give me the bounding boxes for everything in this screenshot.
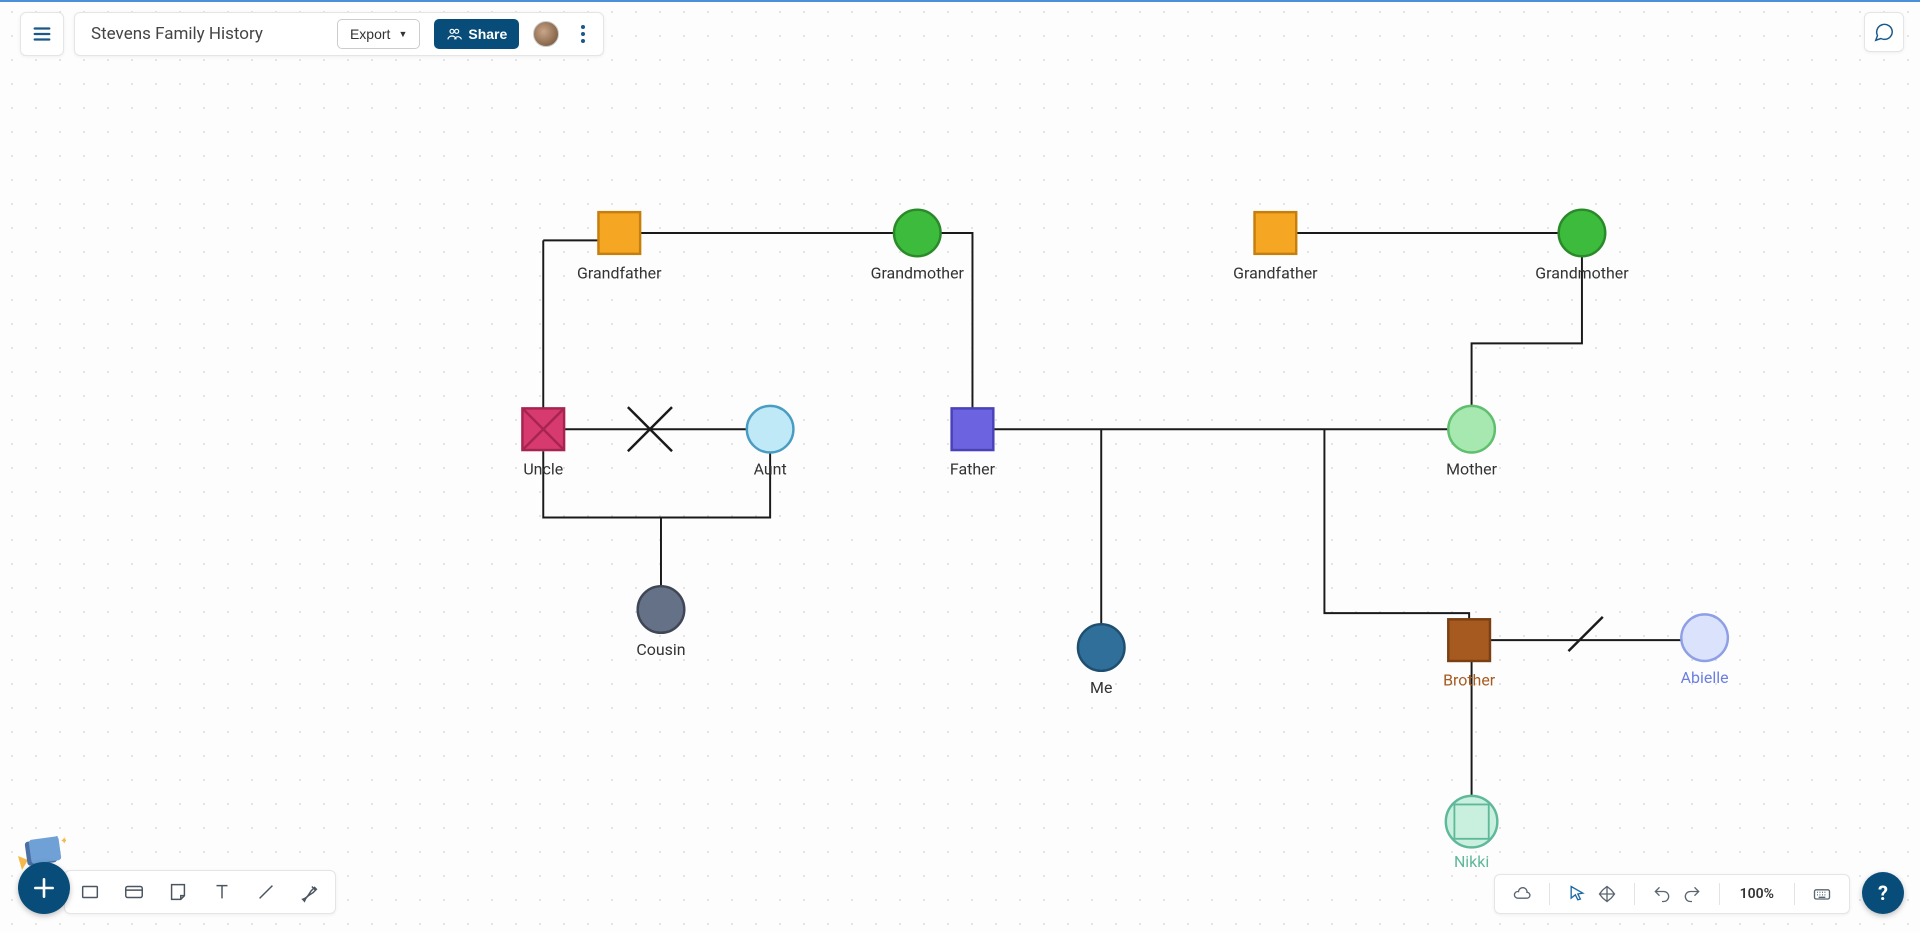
node-label-mgm: Grandmother	[1535, 263, 1629, 282]
text-tool[interactable]	[209, 879, 235, 905]
separator	[1719, 883, 1720, 905]
node-aunt[interactable]: Aunt	[747, 406, 794, 479]
card-tool[interactable]	[121, 879, 147, 905]
undo-button[interactable]	[1651, 883, 1673, 905]
node-cousin[interactable]: Cousin	[636, 586, 685, 659]
line-tool[interactable]	[253, 879, 279, 905]
node-label-pgf: Grandfather	[577, 263, 662, 282]
plus-icon	[31, 875, 57, 901]
sticky-note-tool[interactable]	[165, 879, 191, 905]
svg-text:✦: ✦	[54, 836, 60, 840]
separator	[1634, 883, 1635, 905]
node-mother[interactable]: Mother	[1446, 406, 1497, 479]
node-label-aunt: Aunt	[754, 460, 787, 479]
cursor-tool[interactable]	[1566, 883, 1588, 905]
keyboard-shortcuts-button[interactable]	[1811, 883, 1833, 905]
separation-mark-icon	[1568, 617, 1602, 651]
node-label-abielle: Abielle	[1681, 668, 1729, 687]
more-menu-button[interactable]	[573, 25, 593, 43]
caret-down-icon: ▼	[398, 29, 407, 39]
edge	[1324, 429, 1469, 620]
view-controls-toolbar: 100%	[1494, 874, 1850, 914]
node-father[interactable]: Father	[950, 408, 996, 478]
node-pgf[interactable]: Grandfather	[577, 212, 662, 282]
brand-top-border	[0, 0, 1920, 2]
node-label-cousin: Cousin	[636, 640, 685, 659]
chat-button[interactable]	[1864, 12, 1904, 52]
node-me[interactable]: Me	[1078, 624, 1125, 697]
chat-bubble-icon	[1873, 21, 1895, 43]
node-label-nikki: Nikki	[1454, 852, 1489, 871]
export-button-label: Export	[350, 26, 390, 42]
node-label-pgm: Grandmother	[871, 263, 965, 282]
separator	[1794, 883, 1795, 905]
canvas-dotgrid[interactable]: Grandfather Grandmother Grandfather Grandmo…	[0, 0, 1920, 932]
shape-toolbar	[64, 870, 336, 914]
hamburger-icon	[31, 23, 53, 45]
node-mgf[interactable]: Grandfather	[1233, 212, 1318, 282]
node-uncle[interactable]: Uncle	[522, 408, 564, 478]
zoom-level-label[interactable]: 100%	[1736, 886, 1778, 902]
edge	[543, 451, 770, 517]
node-label-me: Me	[1090, 678, 1112, 697]
pan-tool[interactable]	[1596, 883, 1618, 905]
node-label-father: Father	[950, 460, 996, 479]
add-shape-fab[interactable]	[18, 862, 70, 914]
node-nikki[interactable]: Nikki	[1446, 796, 1498, 871]
redo-button[interactable]	[1681, 883, 1703, 905]
node-label-uncle: Uncle	[523, 460, 563, 479]
hamburger-menu-button[interactable]	[20, 12, 64, 56]
user-avatar[interactable]	[533, 21, 559, 47]
people-icon	[446, 26, 462, 42]
node-label-brother: Brother	[1443, 671, 1496, 690]
node-label-mgf: Grandfather	[1233, 263, 1318, 282]
share-button[interactable]: Share	[434, 19, 519, 49]
node-abielle[interactable]: Abielle	[1681, 614, 1729, 687]
document-title-bar: Stevens Family History Export ▼ Share	[74, 12, 604, 56]
cloud-sync-icon[interactable]	[1511, 883, 1533, 905]
document-title[interactable]: Stevens Family History	[91, 24, 323, 44]
node-brother[interactable]: Brother	[1443, 619, 1496, 689]
pen-tool[interactable]	[297, 879, 323, 905]
top-toolbar: Stevens Family History Export ▼ Share	[20, 12, 604, 56]
node-label-mother: Mother	[1446, 460, 1497, 479]
separator	[1549, 883, 1550, 905]
help-button[interactable]: ?	[1862, 872, 1904, 914]
svg-text:✦: ✦	[60, 836, 66, 847]
share-button-label: Share	[468, 26, 507, 42]
node-pgm[interactable]: Grandmother	[871, 210, 965, 283]
rectangle-tool[interactable]	[77, 879, 103, 905]
export-button[interactable]: Export ▼	[337, 19, 420, 49]
node-mgm[interactable]: Grandmother	[1535, 210, 1629, 283]
genogram-diagram[interactable]: Grandfather Grandmother Grandfather Grandmo…	[0, 0, 1920, 932]
